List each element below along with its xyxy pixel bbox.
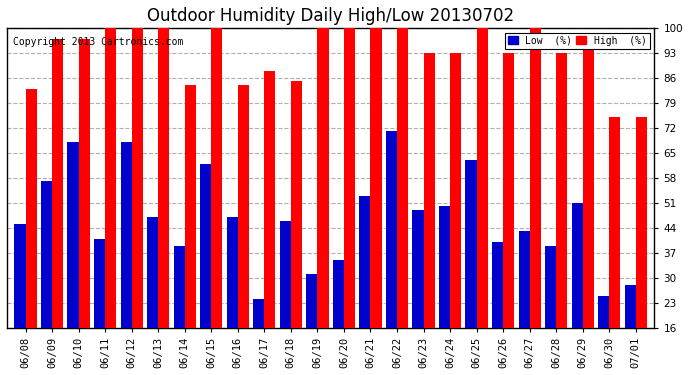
Bar xyxy=(279,220,291,328)
Bar xyxy=(386,131,397,328)
Bar xyxy=(68,142,79,328)
Bar xyxy=(132,28,143,328)
Bar xyxy=(397,28,408,328)
Bar xyxy=(344,28,355,328)
Bar xyxy=(238,85,249,328)
Bar xyxy=(264,71,275,328)
Bar xyxy=(211,28,222,328)
Bar xyxy=(450,53,461,328)
Bar xyxy=(571,203,583,328)
Bar xyxy=(359,196,371,328)
Bar xyxy=(439,206,450,328)
Bar xyxy=(306,274,317,328)
Bar xyxy=(52,39,63,328)
Bar xyxy=(121,142,132,328)
Bar xyxy=(226,217,238,328)
Bar xyxy=(291,81,302,328)
Bar xyxy=(609,117,620,328)
Bar xyxy=(333,260,344,328)
Bar xyxy=(492,242,503,328)
Bar xyxy=(477,28,488,328)
Bar xyxy=(200,164,211,328)
Bar xyxy=(79,39,90,328)
Bar xyxy=(519,231,530,328)
Bar xyxy=(185,85,196,328)
Bar xyxy=(424,53,435,328)
Bar xyxy=(317,28,328,328)
Bar xyxy=(105,28,117,328)
Bar xyxy=(26,88,37,328)
Bar xyxy=(158,28,169,328)
Bar xyxy=(94,238,105,328)
Text: Copyright 2013 Cartronics.com: Copyright 2013 Cartronics.com xyxy=(13,37,184,47)
Bar xyxy=(466,160,477,328)
Bar xyxy=(14,224,26,328)
Bar xyxy=(583,39,594,328)
Title: Outdoor Humidity Daily High/Low 20130702: Outdoor Humidity Daily High/Low 20130702 xyxy=(147,7,514,25)
Bar xyxy=(41,182,52,328)
Bar xyxy=(530,28,541,328)
Bar xyxy=(413,210,424,328)
Bar xyxy=(624,285,635,328)
Bar xyxy=(545,246,556,328)
Bar xyxy=(556,53,567,328)
Legend: Low  (%), High  (%): Low (%), High (%) xyxy=(505,33,649,49)
Bar xyxy=(503,53,514,328)
Bar xyxy=(253,299,264,328)
Bar xyxy=(635,117,647,328)
Bar xyxy=(371,28,382,328)
Bar xyxy=(147,217,158,328)
Bar xyxy=(174,246,185,328)
Bar xyxy=(598,296,609,328)
